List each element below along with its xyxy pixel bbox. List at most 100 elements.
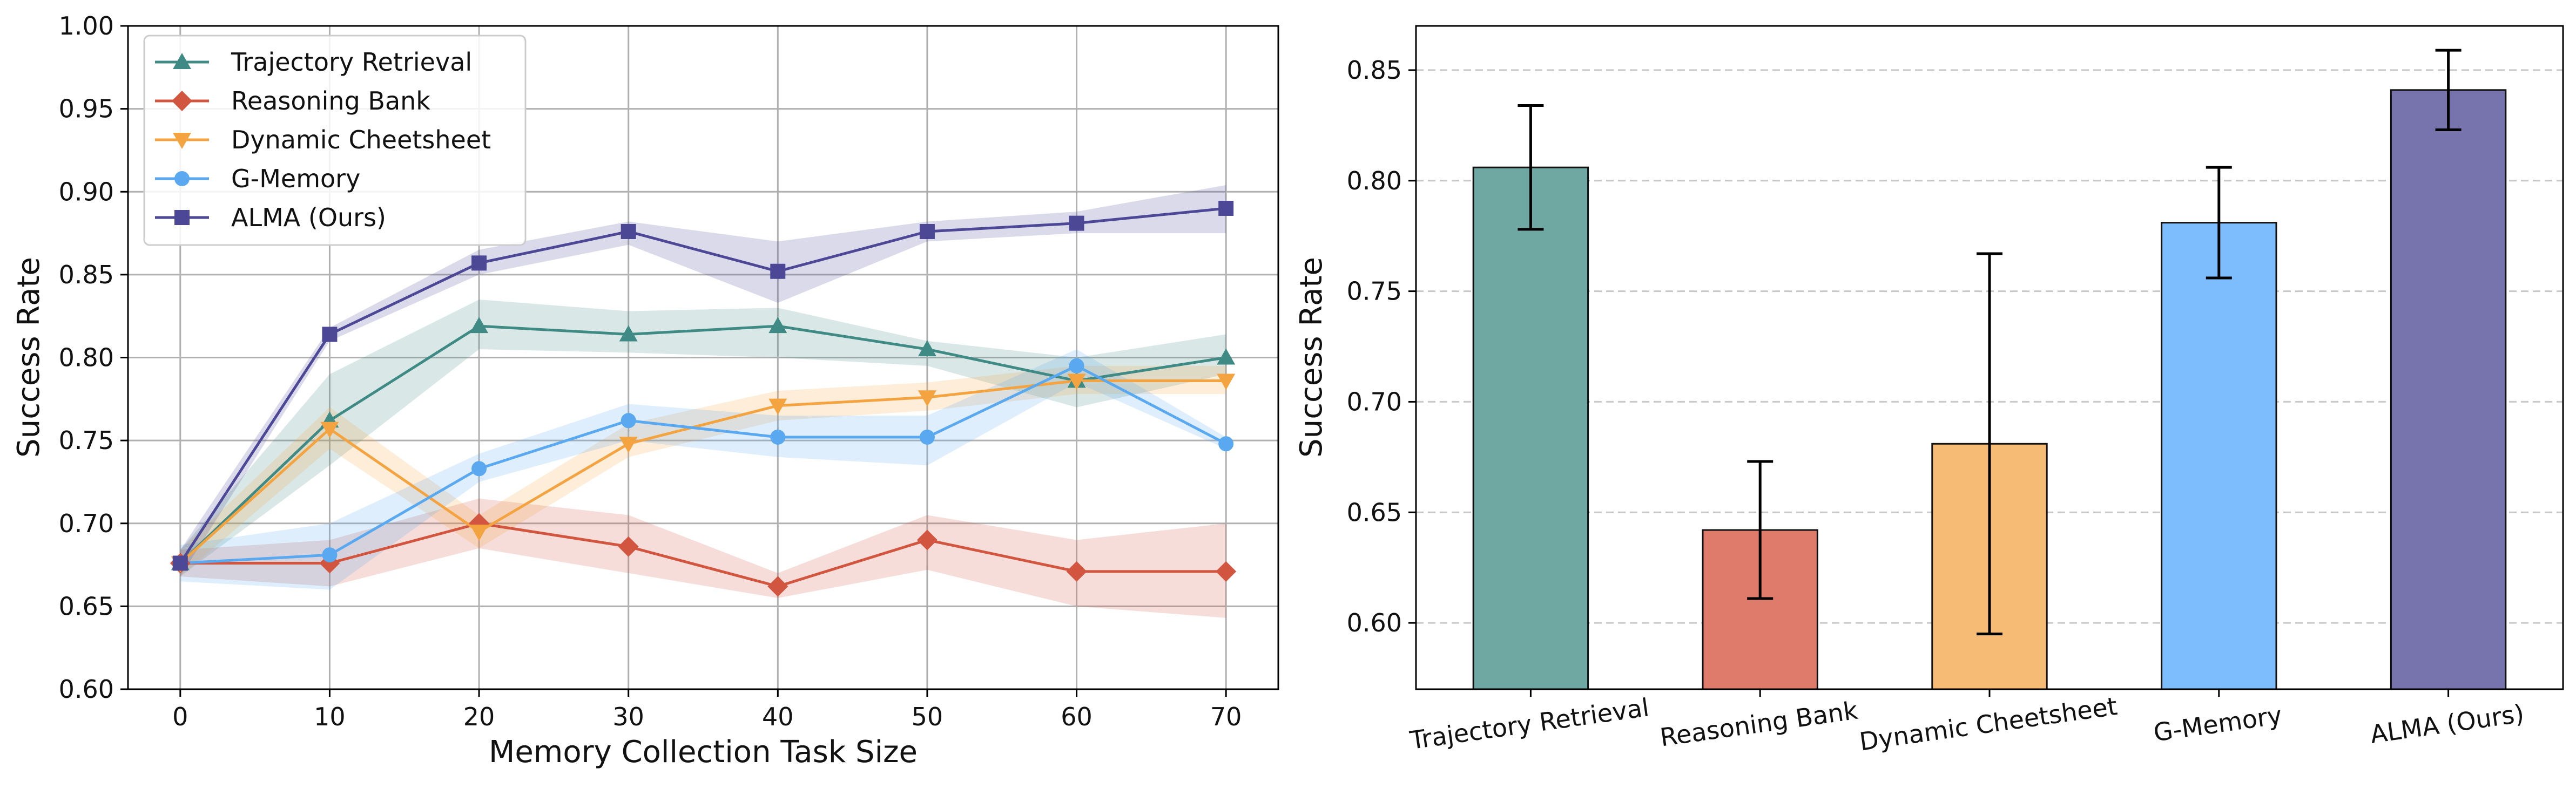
point-g-memory — [1069, 358, 1084, 373]
point-dynamic-cheetsheet — [918, 390, 936, 407]
line-dynamic-cheetsheet — [179, 379, 1226, 565]
left-x-tick-label: 10 — [314, 702, 346, 731]
right-x-tick-label: Dynamic Cheetsheet — [1858, 691, 2119, 756]
left-x-tick-label: 50 — [912, 702, 943, 731]
left-y-axis-label: Success Rate — [11, 257, 46, 458]
point-dynamic-cheetsheet — [320, 422, 339, 438]
right-x-tick-label: G-Memory — [2152, 701, 2284, 748]
right-x-ticks: Trajectory Retrieval Reasoning BankDynami… — [1408, 689, 2526, 756]
legend: Trajectory Retrieval Reasoning Bank Dynami… — [143, 35, 527, 246]
right-error-bars — [1518, 49, 2462, 636]
line-trajectory-retrieval — [179, 324, 1226, 565]
point-alma-ours — [172, 555, 188, 571]
left-y-tick-label: 0.95 — [59, 94, 114, 124]
point-dynamic-cheetsheet — [1067, 373, 1086, 390]
left-y-tick-label: 0.65 — [59, 592, 114, 621]
right-x-tick-label: Trajectory Retrieval — [1408, 692, 1651, 755]
point-dynamic-cheetsheet — [768, 398, 787, 415]
right-y-tick-label: 0.75 — [1347, 277, 1402, 306]
legend-marker-reasoning-bank — [172, 91, 192, 111]
bar-g-memory — [2161, 222, 2277, 690]
left-y-tick-label: 0.80 — [59, 343, 114, 372]
point-reasoning-bank — [1216, 561, 1237, 582]
line-reasoning-bank — [180, 522, 1226, 588]
point-g-memory — [770, 429, 786, 445]
legend-label-alma-ours: ALMA (Ours) — [231, 203, 386, 232]
right-bar-chart: 0.60 0.65 0.70 0.75 0.80 0.85 Trajectory Retr… — [1294, 25, 2564, 756]
left-y-tick-label: 0.90 — [59, 177, 114, 206]
band-trajectory-retrieval — [180, 299, 1226, 577]
left-markers — [170, 200, 1237, 597]
left-x-tick-label: 20 — [463, 702, 495, 731]
right-y-tick-label: 0.70 — [1347, 387, 1402, 416]
legend-entries: Trajectory Retrieval Reasoning Bank Dynami… — [155, 47, 491, 232]
point-dynamic-cheetsheet — [1217, 373, 1236, 390]
left-y-tick-label: 0.85 — [59, 260, 114, 289]
point-alma-ours — [919, 223, 935, 239]
legend-label-g-memory: G-Memory — [231, 164, 360, 193]
left-y-tick-label: 0.70 — [59, 509, 114, 538]
legend-label-reasoning-bank: Reasoning Bank — [231, 86, 430, 115]
left-x-tick-label: 70 — [1210, 702, 1242, 731]
left-x-tick-label: 0 — [172, 702, 188, 731]
point-dynamic-cheetsheet — [470, 525, 489, 541]
right-y-tick-label: 0.65 — [1347, 498, 1402, 527]
point-alma-ours — [621, 223, 636, 239]
left-lines — [179, 207, 1227, 588]
legend-label-trajectory-retrieval: Trajectory Retrieval — [231, 47, 472, 77]
point-trajectory-retrieval — [768, 317, 787, 334]
left-y-ticks: 0.60 0.65 0.70 0.75 0.80 0.85 0.90 0.95 1.00 — [59, 11, 128, 704]
right-bars — [1472, 89, 2507, 690]
legend-marker-g-memory — [174, 171, 190, 186]
point-reasoning-bank — [767, 576, 788, 597]
left-x-axis-label: Memory Collection Task Size — [489, 735, 918, 770]
point-dynamic-cheetsheet — [619, 437, 638, 453]
band-alma-ours — [180, 185, 1226, 577]
point-trajectory-retrieval — [619, 325, 638, 342]
legend-marker-dynamic-cheetsheet — [173, 133, 191, 149]
left-x-ticks: 0 10 20 30 40 50 60 70 — [172, 689, 1242, 731]
point-trajectory-retrieval — [1217, 348, 1236, 365]
point-reasoning-bank — [618, 536, 639, 557]
line-g-memory — [180, 364, 1227, 565]
left-x-tick-label: 40 — [762, 702, 794, 731]
left-y-tick-label: 1.00 — [59, 11, 114, 40]
point-g-memory — [1218, 436, 1234, 452]
left-x-tick-label: 30 — [612, 702, 644, 731]
point-alma-ours — [770, 263, 786, 279]
point-g-memory — [621, 413, 636, 429]
bar-alma-ours — [2390, 89, 2507, 690]
point-g-memory — [471, 461, 487, 477]
right-y-ticks: 0.60 0.65 0.70 0.75 0.80 0.85 — [1347, 56, 1416, 637]
legend-marker-trajectory-retrieval — [173, 53, 191, 69]
band-reasoning-bank — [180, 498, 1226, 618]
point-reasoning-bank — [916, 529, 938, 551]
point-reasoning-bank — [1066, 561, 1087, 582]
right-x-tick-label: ALMA (Ours) — [2369, 698, 2526, 749]
point-alma-ours — [1218, 200, 1234, 216]
point-alma-ours — [1069, 215, 1084, 231]
right-y-tick-label: 0.80 — [1347, 166, 1402, 195]
point-alma-ours — [322, 327, 338, 342]
left-x-tick-label: 60 — [1061, 702, 1093, 731]
legend-marker-alma-ours — [174, 210, 190, 225]
legend-label-dynamic-cheetsheet: Dynamic Cheetsheet — [231, 125, 491, 154]
legend-box — [143, 35, 527, 246]
point-g-memory — [322, 547, 338, 563]
line-alma-ours — [179, 207, 1226, 564]
right-y-tick-label: 0.85 — [1347, 56, 1402, 85]
bar-trajectory-retrieval — [1472, 166, 1589, 690]
band-g-memory — [180, 349, 1226, 590]
left-bands — [180, 185, 1226, 618]
right-y-tick-label: 0.60 — [1347, 608, 1402, 637]
point-trajectory-retrieval — [918, 340, 936, 357]
point-g-memory — [919, 429, 935, 445]
right-y-axis-label: Success Rate — [1294, 257, 1329, 458]
left-y-tick-label: 0.60 — [59, 675, 114, 704]
point-alma-ours — [471, 255, 487, 271]
left-y-tick-label: 0.75 — [59, 426, 114, 455]
right-x-tick-label: Reasoning Bank — [1658, 696, 1860, 752]
left-line-chart: 0 10 20 30 40 50 60 70 0.60 0.65 0.70 0.75 0.80 0.85… — [11, 11, 1279, 770]
point-trajectory-retrieval — [470, 317, 489, 334]
